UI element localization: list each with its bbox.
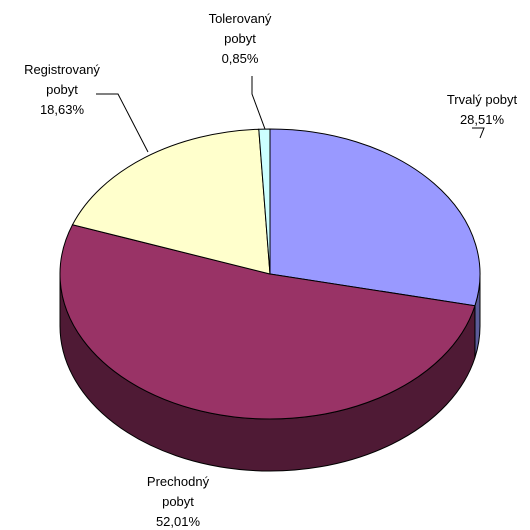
category-label: Registrovaný [24, 62, 100, 77]
leader-lines [96, 76, 485, 153]
leader-line-trvaly-pobyt [472, 127, 485, 139]
value-label: 0,85% [222, 51, 259, 66]
slice-prechodny-pobyt [59, 224, 476, 420]
value-label: 28,51% [460, 112, 505, 127]
category-label: pobyt [46, 82, 78, 97]
data-label-trvaly-pobyt: Trvalý pobyt 28,51% [447, 92, 518, 127]
category-label: pobyt [162, 494, 194, 509]
data-label-prechodny-pobyt: Prechodný pobyt 52,01% [147, 474, 210, 529]
value-label: 52,01% [156, 514, 201, 529]
pie-slices [59, 128, 481, 420]
slice-trvaly-pobyt [269, 128, 481, 307]
value-label: 18,63% [40, 102, 85, 117]
slice-tolerovany-pobyt [258, 128, 271, 275]
category-label: Trvalý pobyt [447, 92, 518, 107]
leader-line-registrovany-pobyt [96, 93, 149, 153]
category-label: Prechodný [147, 474, 210, 489]
category-label: pobyt [224, 31, 256, 46]
leader-line-tolerovany-pobyt [251, 76, 266, 130]
data-label-tolerovany-pobyt: Tolerovaný pobyt 0,85% [209, 11, 272, 66]
data-label-registrovany-pobyt: Registrovaný pobyt 18,63% [24, 62, 100, 117]
slice-registrovany-pobyt [71, 128, 271, 275]
category-label: Tolerovaný [209, 11, 272, 26]
data-labels: Trvalý pobyt 28,51% Prechodný pobyt 52,01% Re… [24, 11, 517, 529]
